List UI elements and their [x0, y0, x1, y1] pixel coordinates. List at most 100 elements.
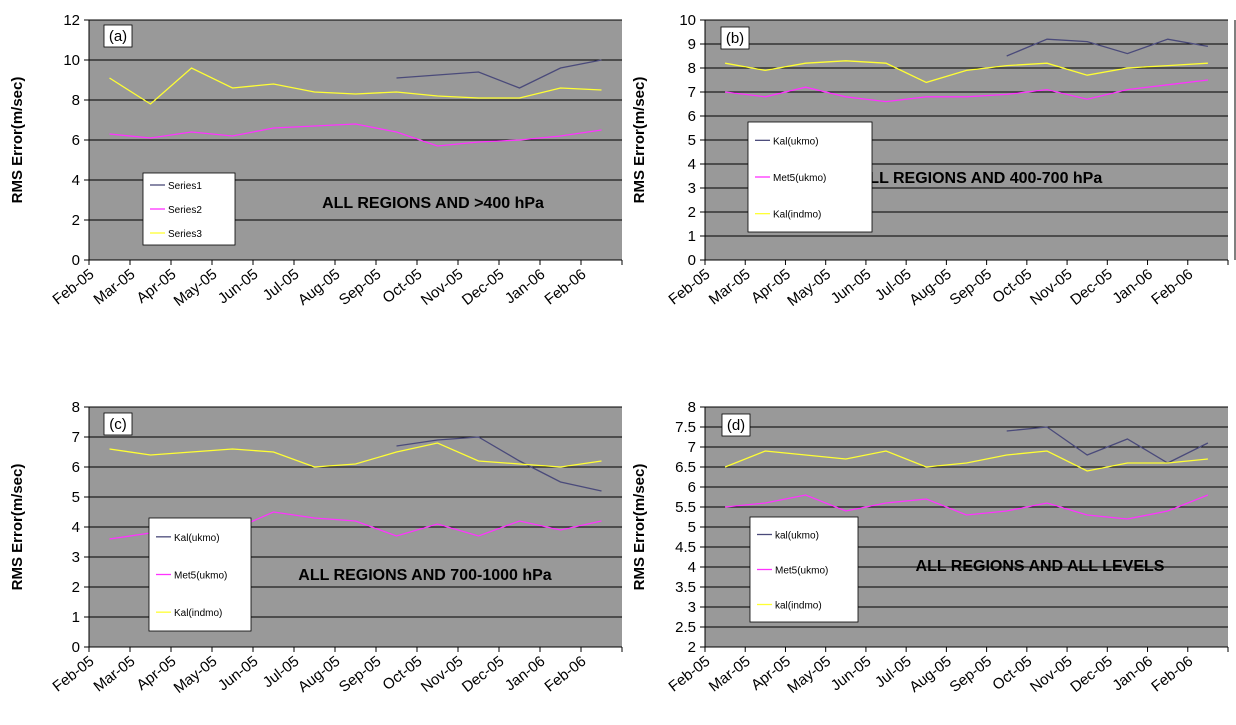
- y-tick-label: 7: [688, 439, 696, 456]
- y-tick-label: 2: [72, 212, 80, 229]
- legend-label-1: Kal(ukmo): [174, 533, 220, 544]
- panel-label-box: [103, 412, 133, 436]
- x-tick-label: Aug-05: [295, 653, 344, 696]
- series-line-1: [1006, 426, 1209, 464]
- y-tick-label: 9: [688, 36, 696, 53]
- y-tick-label: 3.5: [675, 579, 696, 596]
- series-line-2: [109, 123, 602, 147]
- x-tick-label: Dec-05: [1067, 266, 1116, 309]
- chart-panel-a: 024681012Feb-05Mar-05Apr-05May-05Jun-05J…: [9, 12, 623, 310]
- x-tick-label: Aug-05: [906, 653, 955, 696]
- y-tick-label: 4.5: [675, 539, 696, 556]
- y-tick-label: 3: [688, 599, 696, 616]
- y-tick-label: 2: [688, 204, 696, 221]
- y-tick-label: 4: [688, 156, 696, 173]
- y-tick-label: 5: [72, 489, 80, 506]
- panel-label: (d): [727, 417, 745, 434]
- panel-label: (b): [726, 30, 744, 47]
- series-line-3: [724, 450, 1208, 472]
- x-tick-label: Jun-05: [828, 266, 875, 308]
- x-tick-label: May-05: [171, 653, 221, 697]
- series-line-2: [725, 494, 1209, 520]
- y-tick-label: 8: [688, 399, 696, 416]
- legend-label-1: Series1: [168, 181, 202, 192]
- y-tick-label: 3: [72, 549, 80, 566]
- y-tick-label: 6: [688, 479, 696, 496]
- x-tick-label: Mar-05: [706, 653, 754, 696]
- y-tick-label: 0: [72, 639, 80, 656]
- x-tick-label: Oct-05: [989, 266, 1035, 307]
- legend-label-1: Kal(ukmo): [773, 136, 819, 147]
- x-tick-label: Dec-05: [459, 653, 508, 696]
- legend-label-2: Met5(ukmo): [773, 173, 826, 184]
- y-tick-label: 5: [688, 132, 696, 149]
- y-tick-label: 10: [63, 52, 80, 69]
- legend-label-3: kal(indmo): [775, 601, 822, 612]
- x-tick-label: Nov-05: [418, 653, 467, 696]
- y-tick-label: 4: [72, 519, 80, 536]
- legend-label-2: Met5(ukmo): [174, 571, 227, 582]
- y-tick-label: 2.5: [675, 619, 696, 636]
- x-tick-label: Feb-06: [1148, 653, 1196, 696]
- y-tick-label: 6: [688, 108, 696, 125]
- x-tick-label: May-05: [784, 653, 834, 697]
- y-tick-label: 8: [688, 60, 696, 77]
- panel-title: ALL REGIONS AND ALL LEVELS: [916, 558, 1165, 575]
- legend-label-2: Met5(ukmo): [775, 566, 828, 577]
- x-tick-label: Feb-05: [666, 266, 714, 309]
- chart-panel-b: 012345678910Feb-05Mar-05Apr-05May-05Jun-…: [631, 12, 1236, 310]
- x-tick-label: Oct-05: [989, 653, 1035, 694]
- x-tick-label: Dec-05: [459, 266, 508, 309]
- x-tick-label: Nov-05: [1027, 266, 1076, 309]
- y-tick-label: 6.5: [675, 459, 696, 476]
- series-line-3: [109, 67, 602, 105]
- x-tick-label: Mar-05: [91, 653, 139, 696]
- x-tick-label: Feb-06: [1148, 266, 1196, 309]
- panel-title: ALL REGIONS AND 700-1000 hPa: [298, 567, 552, 584]
- y-tick-label: 3: [688, 180, 696, 197]
- y-tick-label: 7: [688, 84, 696, 101]
- y-tick-label: 5: [688, 519, 696, 536]
- panel-label: (a): [109, 28, 127, 45]
- x-tick-label: Mar-05: [91, 266, 139, 309]
- x-tick-label: Jun-05: [215, 653, 262, 695]
- x-tick-label: Feb-06: [542, 266, 590, 309]
- panel-label-box: [721, 413, 751, 437]
- x-tick-label: Oct-05: [380, 653, 426, 694]
- y-tick-label: 6: [72, 132, 80, 149]
- y-tick-label: 0: [72, 252, 80, 269]
- panel-label: (c): [109, 416, 127, 433]
- x-tick-label: Jan-06: [502, 653, 549, 695]
- x-tick-label: Nov-05: [1027, 653, 1076, 696]
- x-tick-label: May-05: [784, 266, 834, 310]
- y-axis-label: RMS Error(m/sec): [9, 464, 26, 591]
- legend-label-3: Kal(indmo): [773, 210, 821, 221]
- legend-label-2: Series2: [168, 205, 202, 216]
- series-line-1: [396, 59, 602, 89]
- series-line-3: [109, 442, 602, 468]
- y-tick-label: 8: [72, 399, 80, 416]
- panel-label-box: [720, 26, 750, 50]
- x-tick-label: Dec-05: [1067, 653, 1116, 696]
- y-tick-label: 10: [679, 12, 696, 29]
- series-line-1: [1006, 38, 1209, 57]
- x-tick-label: Jan-06: [1109, 266, 1156, 308]
- panel-title: ALL REGIONS AND 400-700 hPa: [858, 170, 1103, 187]
- y-tick-label: 2: [72, 579, 80, 596]
- x-tick-label: Aug-05: [906, 266, 955, 309]
- y-tick-label: 7: [72, 429, 80, 446]
- x-tick-label: Feb-06: [542, 653, 590, 696]
- y-axis-label: RMS Error(m/sec): [631, 464, 648, 591]
- x-tick-label: Feb-05: [666, 653, 714, 696]
- series-line-3: [724, 60, 1208, 84]
- panel-label-box: [103, 24, 133, 48]
- y-tick-label: 6: [72, 459, 80, 476]
- series-line-2: [725, 79, 1208, 103]
- x-tick-label: Feb-05: [50, 266, 98, 309]
- legend-label-3: Series3: [168, 229, 202, 240]
- x-tick-label: Mar-05: [706, 266, 754, 309]
- y-tick-label: 1: [688, 228, 696, 245]
- x-tick-label: Jun-05: [828, 653, 875, 695]
- x-tick-label: Sep-05: [946, 266, 995, 309]
